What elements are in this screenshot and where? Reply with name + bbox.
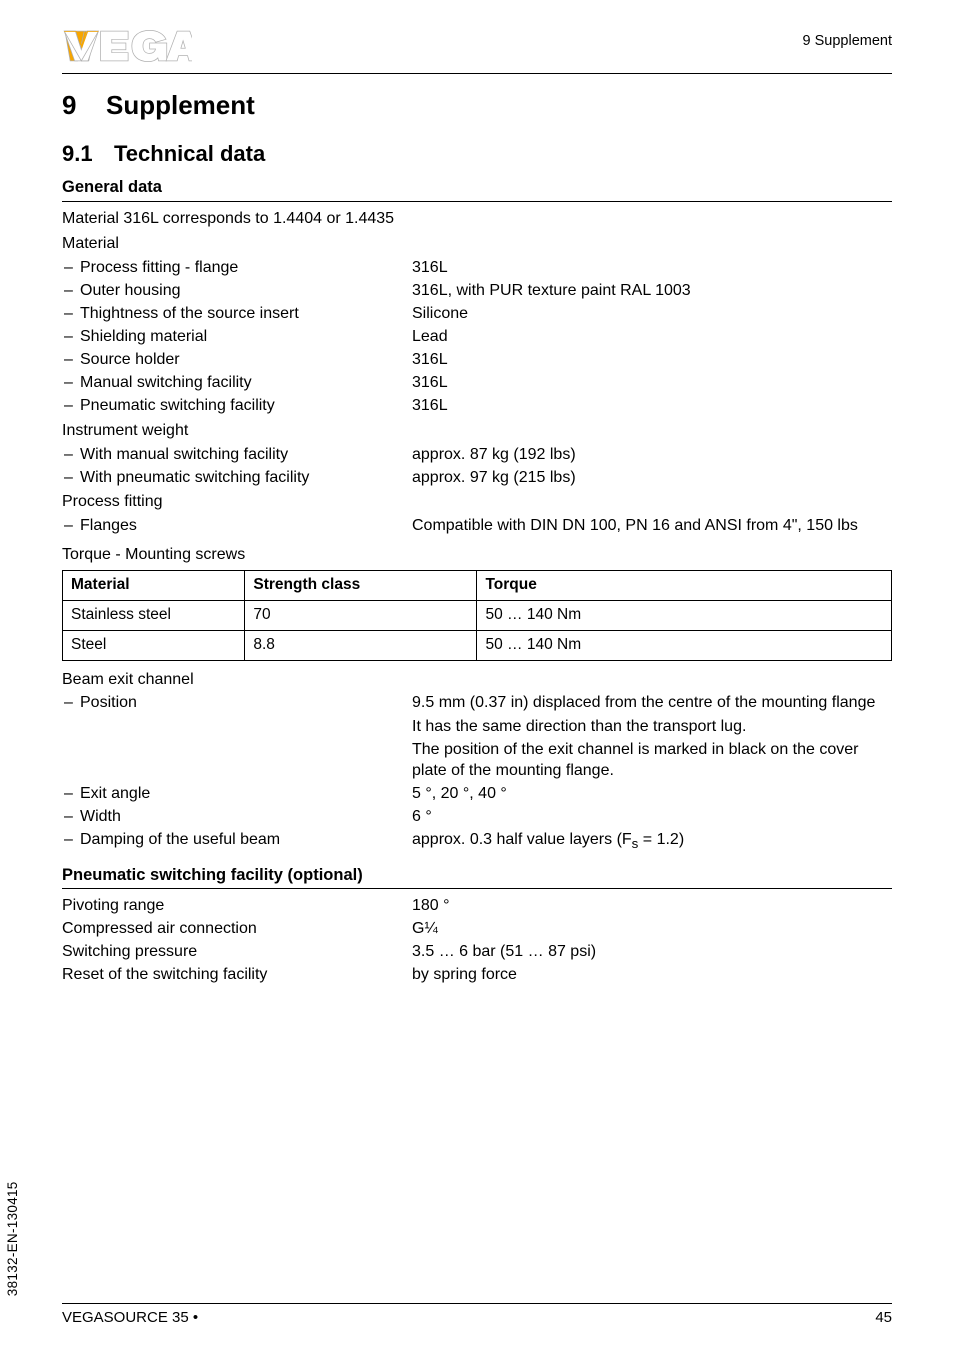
table-cell: Steel (63, 630, 245, 660)
footer-page-number: 45 (875, 1308, 892, 1328)
material-row: –Thightness of the source insertSilicone (62, 303, 892, 325)
section-number: 9 (62, 88, 106, 123)
table-cell: 8.8 (245, 630, 477, 660)
table-cell: 50 … 140 Nm (477, 600, 892, 630)
torque-label: Torque - Mounting screws (62, 544, 892, 566)
table-cell: 70 (245, 600, 477, 630)
material-row: –Manual switching facility316L (62, 372, 892, 394)
material-row: –Outer housing316L, with PUR texture pai… (62, 280, 892, 302)
torque-table: Material Strength class Torque Stainless… (62, 570, 892, 661)
page-footer: VEGASOURCE 35 • 45 (62, 1303, 892, 1328)
table-header: Material (63, 571, 245, 601)
beam-label: Beam exit channel (62, 669, 892, 691)
subsection-title: Technical data (114, 141, 265, 166)
table-header: Strength class (245, 571, 477, 601)
process-label: Process fitting (62, 491, 892, 513)
table-row: Steel 8.8 50 … 140 Nm (63, 630, 892, 660)
table-header-row: Material Strength class Torque (63, 571, 892, 601)
beam-position-row: It has the same direction than the trans… (62, 716, 892, 738)
subsection-number: 9.1 (62, 139, 114, 169)
table-cell: 50 … 140 Nm (477, 630, 892, 660)
page-header: 9 Supplement (62, 28, 892, 71)
pneumatic-rule (62, 888, 892, 889)
process-row: –FlangesCompatible with DIN DN 100, PN 1… (62, 515, 892, 537)
table-header: Torque (477, 571, 892, 601)
footer-left: VEGASOURCE 35 • (62, 1308, 198, 1328)
material-row: –Process fitting - flange316L (62, 257, 892, 279)
pneumatic-heading: Pneumatic switching facility (optional) (62, 864, 892, 886)
table-row: Stainless steel 70 50 … 140 Nm (63, 600, 892, 630)
section-title: Supplement (106, 90, 255, 120)
logo (62, 28, 192, 71)
general-intro: Material 316L corresponds to 1.4404 or 1… (62, 208, 892, 230)
beam-damping-row: –Damping of the useful beamapprox. 0.3 h… (62, 829, 892, 853)
pneumatic-row: Reset of the switching facilityby spring… (62, 964, 892, 986)
beam-position-row: The position of the exit channel is mark… (62, 739, 892, 782)
weight-row: –With pneumatic switching facilityapprox… (62, 467, 892, 489)
header-section-label: 9 Supplement (803, 28, 892, 52)
header-rule (62, 73, 892, 74)
pneumatic-row: Pivoting range180 ° (62, 895, 892, 917)
section-heading: 9Supplement (62, 88, 892, 123)
footer-rule (62, 1303, 892, 1304)
beam-row: –Exit angle5 °, 20 °, 40 ° (62, 783, 892, 805)
beam-row: –Width6 ° (62, 806, 892, 828)
beam-position-row: –Position9.5 mm (0.37 in) displaced from… (62, 692, 892, 714)
material-row: –Pneumatic switching facility316L (62, 395, 892, 417)
side-doc-id: 38132-EN-130415 (4, 1181, 22, 1296)
general-data-heading: General data (62, 176, 892, 198)
pneumatic-row: Compressed air connectionG¼ (62, 918, 892, 940)
pneumatic-row: Switching pressure3.5 … 6 bar (51 … 87 p… (62, 941, 892, 963)
material-label: Material (62, 233, 892, 255)
table-cell: Stainless steel (63, 600, 245, 630)
material-row: –Shielding materialLead (62, 326, 892, 348)
subsection-heading: 9.1Technical data (62, 139, 892, 169)
material-row: –Source holder316L (62, 349, 892, 371)
general-rule (62, 201, 892, 202)
weight-row: –With manual switching facilityapprox. 8… (62, 444, 892, 466)
weight-label: Instrument weight (62, 420, 892, 442)
